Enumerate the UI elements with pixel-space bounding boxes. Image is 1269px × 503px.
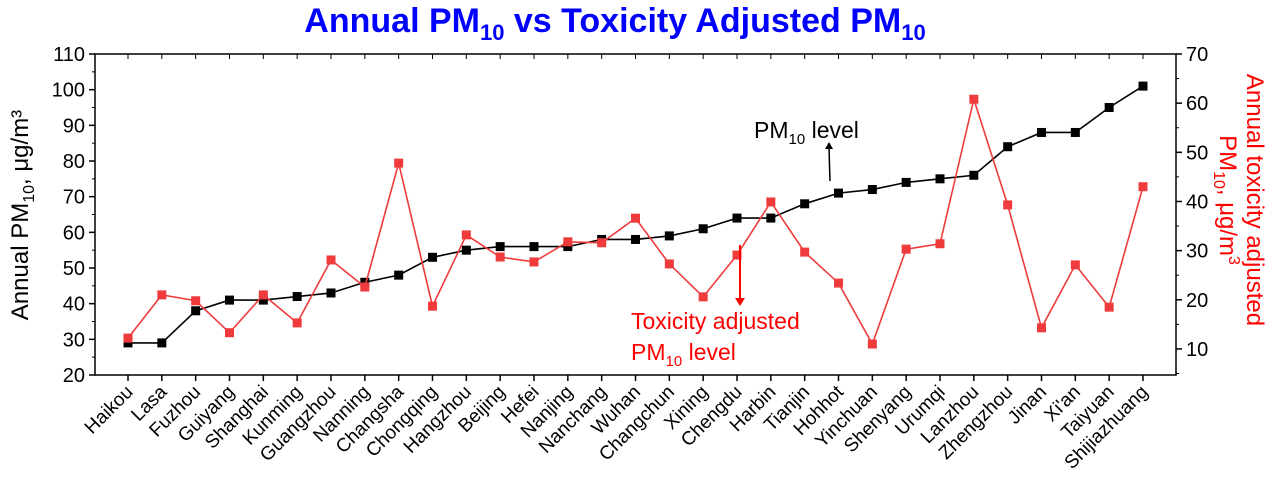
y-left-tick-label: 20 bbox=[63, 365, 85, 387]
toxicity-point bbox=[394, 158, 404, 168]
pm10-point bbox=[563, 242, 573, 252]
pm10-point bbox=[394, 270, 404, 280]
toxicity-point bbox=[935, 239, 945, 249]
y-axis-left-label: Annual PM10, μg/m³ bbox=[7, 110, 38, 320]
toxicity-point bbox=[901, 244, 911, 254]
toxicity-point bbox=[664, 259, 674, 269]
y-left-tick-label: 100 bbox=[52, 80, 85, 102]
x-tick-label: Jinan bbox=[1004, 382, 1051, 429]
toxicity-point bbox=[123, 333, 133, 343]
annotation-pm10-arrow bbox=[825, 142, 833, 182]
pm10-point bbox=[901, 177, 911, 187]
y-right-tick-label: 20 bbox=[1186, 290, 1208, 312]
pm10-point bbox=[766, 213, 776, 223]
toxicity-point bbox=[1003, 200, 1013, 210]
pm10-point bbox=[360, 277, 370, 287]
toxicity-point bbox=[292, 318, 302, 328]
toxicity-point bbox=[698, 292, 708, 302]
toxicity-point bbox=[969, 94, 979, 104]
toxicity-point bbox=[428, 301, 437, 311]
toxicity-point bbox=[326, 255, 336, 265]
y-right-tick-label: 10 bbox=[1186, 339, 1208, 361]
pm10-point bbox=[1138, 81, 1148, 91]
y-left-tick-label: 40 bbox=[63, 294, 85, 316]
y-right-tick-label: 30 bbox=[1186, 241, 1208, 263]
toxicity-point bbox=[800, 247, 810, 257]
toxicity-point bbox=[495, 252, 505, 262]
toxicity-point bbox=[597, 238, 607, 248]
pm10-point bbox=[461, 245, 471, 255]
toxicity-point bbox=[157, 290, 167, 300]
pm10-point bbox=[529, 242, 539, 252]
annotation-tox-line1: Toxicity adjusted bbox=[631, 308, 800, 334]
pm10-point bbox=[935, 174, 945, 184]
y-left-tick-label: 90 bbox=[63, 115, 85, 137]
toxicity-point bbox=[258, 290, 268, 300]
y-axis-right-label-line2: PM10, μg/m3 bbox=[1210, 135, 1242, 265]
pm10-point bbox=[698, 224, 708, 234]
toxicity-point bbox=[563, 237, 573, 247]
toxicity-point bbox=[225, 328, 234, 338]
pm10-point bbox=[1037, 127, 1046, 137]
pm10-point bbox=[225, 295, 234, 305]
pm10-point bbox=[123, 338, 133, 348]
y-right-tick-label: 50 bbox=[1186, 142, 1208, 164]
y-right-tick-label: 70 bbox=[1186, 44, 1208, 66]
chart-title: Annual PM10 vs Toxicity Adjusted PM10 bbox=[304, 2, 925, 45]
pm10-point bbox=[292, 292, 302, 302]
pm10-point bbox=[326, 288, 336, 298]
pm10-point bbox=[157, 338, 167, 348]
toxicity-point bbox=[732, 250, 742, 260]
y-left-tick-label: 60 bbox=[63, 222, 85, 244]
toxicity-point bbox=[867, 339, 877, 349]
toxicity-point bbox=[1104, 302, 1114, 312]
pm10-point bbox=[732, 213, 742, 223]
toxicity-point bbox=[1138, 182, 1148, 192]
pm10-point bbox=[1104, 103, 1114, 112]
toxicity-point bbox=[631, 213, 640, 223]
y-left-tick-label: 110 bbox=[53, 44, 85, 66]
pm10-point bbox=[969, 170, 979, 180]
toxicity-point bbox=[766, 197, 776, 207]
pm10-point bbox=[1070, 127, 1080, 137]
series bbox=[123, 81, 1148, 349]
y-right-tick-label: 60 bbox=[1186, 93, 1208, 115]
pm10-point bbox=[631, 234, 640, 244]
annotation-pm10-level: PM10 level bbox=[754, 117, 859, 148]
pm10-point bbox=[867, 185, 877, 195]
pm10-point bbox=[834, 188, 843, 198]
pm10-point bbox=[800, 199, 810, 209]
y-left-tick-label: 80 bbox=[63, 151, 85, 173]
axes: 203040506070809010011010203040506070Haik… bbox=[52, 44, 1209, 473]
y-right-tick-label: 40 bbox=[1186, 191, 1208, 213]
pm10-point bbox=[258, 295, 268, 305]
y-left-tick-label: 70 bbox=[63, 187, 85, 209]
toxicity-point bbox=[191, 296, 201, 306]
toxicity-point bbox=[529, 257, 539, 267]
toxicity-point bbox=[461, 230, 471, 240]
y-left-tick-label: 50 bbox=[63, 258, 85, 280]
y-axis-right-label-line1: Annual toxicity adjusted bbox=[1241, 74, 1268, 326]
annotation-tox-line2: PM10 level bbox=[631, 339, 736, 370]
toxicity-point bbox=[1070, 260, 1080, 270]
toxicity-point bbox=[360, 282, 370, 292]
toxicity-point bbox=[1037, 323, 1046, 333]
pm10-point bbox=[495, 242, 505, 252]
y-left-tick-label: 30 bbox=[63, 329, 85, 351]
pm10-point bbox=[664, 231, 674, 241]
pm10-point bbox=[428, 252, 437, 262]
pm10-point bbox=[191, 306, 201, 316]
annotation-tox-arrow bbox=[735, 245, 745, 306]
pm10-point bbox=[1003, 142, 1013, 152]
toxicity-point bbox=[834, 278, 843, 288]
